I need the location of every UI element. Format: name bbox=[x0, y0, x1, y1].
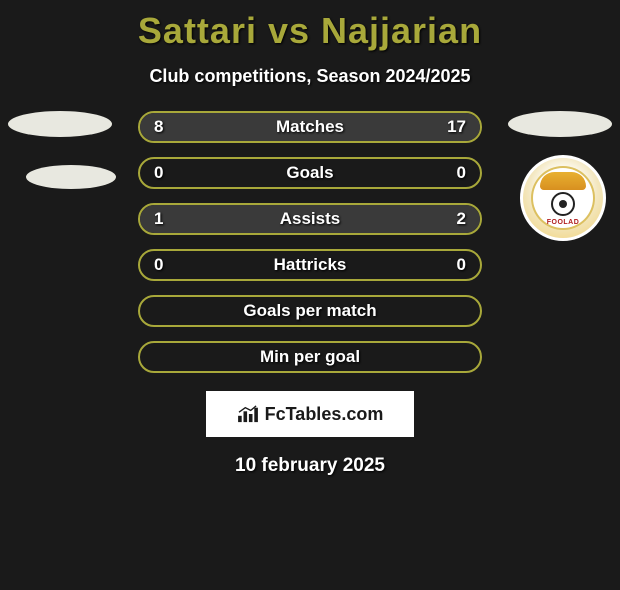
stat-bar: Goals 0 0 bbox=[138, 157, 482, 189]
stat-value-right: 2 bbox=[457, 209, 466, 229]
credit-text: FcTables.com bbox=[265, 404, 384, 425]
stat-label: Assists bbox=[280, 209, 340, 229]
stat-value-right: 0 bbox=[457, 163, 466, 183]
team-left-placeholder-1 bbox=[8, 111, 112, 137]
subtitle: Club competitions, Season 2024/2025 bbox=[0, 66, 620, 87]
stat-value-left: 8 bbox=[154, 117, 163, 137]
stat-bar: Min per goal bbox=[138, 341, 482, 373]
stat-value-left: 1 bbox=[154, 209, 163, 229]
stat-label: Min per goal bbox=[260, 347, 360, 367]
stat-label: Goals bbox=[286, 163, 333, 183]
badge-inner-icon: FOOLAD bbox=[533, 168, 593, 228]
stat-value-left: 0 bbox=[154, 255, 163, 275]
team-right-badge: FOOLAD bbox=[520, 155, 606, 241]
chart-icon bbox=[237, 405, 259, 423]
team-left-placeholder-2 bbox=[26, 165, 116, 189]
stat-rows: Matches817Goals00Assists12Hattricks00Goa… bbox=[0, 111, 620, 373]
credit-box: FcTables.com bbox=[206, 391, 414, 437]
stat-label: Goals per match bbox=[243, 301, 376, 321]
date-text: 10 february 2025 bbox=[0, 455, 620, 477]
team-right-placeholder bbox=[508, 111, 612, 137]
stat-label: Matches bbox=[276, 117, 344, 137]
stat-value-left: 0 bbox=[154, 163, 163, 183]
page-title: Sattari vs Najjarian bbox=[0, 10, 620, 52]
stat-bar: Hattricks 0 0 bbox=[138, 249, 482, 281]
comparison-area: FOOLAD Matches 8 17 Goals 0 0 Assists 1 2 Hattric… bbox=[0, 111, 620, 373]
stat-bar: Goals per match bbox=[138, 295, 482, 327]
stat-value-right: 17 bbox=[447, 117, 466, 137]
badge-text: FOOLAD bbox=[547, 219, 580, 226]
stat-bar: Assists 1 2 bbox=[138, 203, 482, 235]
stat-bar: Matches 8 17 bbox=[138, 111, 482, 143]
stat-label: Hattricks bbox=[274, 255, 347, 275]
stat-value-right: 0 bbox=[457, 255, 466, 275]
